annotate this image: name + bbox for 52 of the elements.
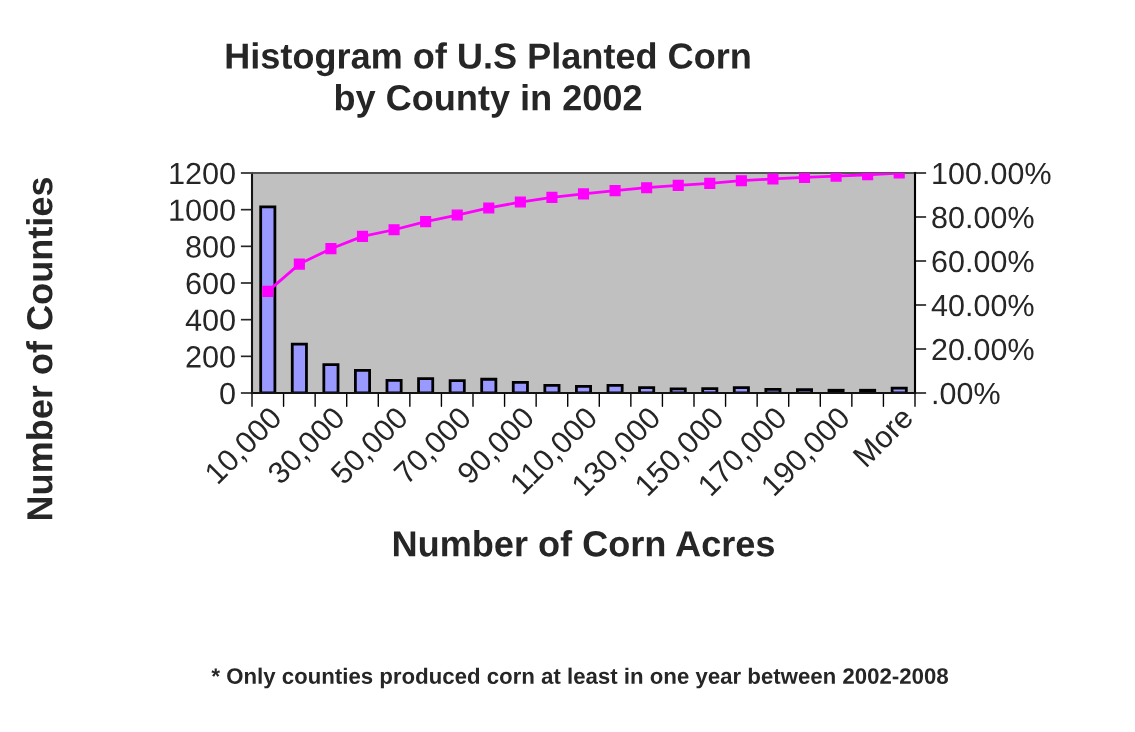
- point: [546, 191, 558, 203]
- y-tick-label: 1200: [170, 162, 235, 185]
- bar: [511, 380, 529, 393]
- y-tick-label: 1000: [170, 199, 235, 222]
- point: [672, 179, 684, 191]
- point: [262, 285, 274, 297]
- point: [420, 216, 432, 228]
- y2-tick-label: 80.00%: [932, 206, 1034, 229]
- bar: [354, 368, 371, 393]
- bar: [259, 205, 277, 393]
- point: [514, 196, 526, 208]
- point: [388, 224, 400, 236]
- point: [704, 177, 716, 189]
- chart-title: Histogram of U.S Planted Corn by County in 2002: [226, 42, 750, 118]
- point: [293, 258, 305, 270]
- y-tick-label: 800: [186, 236, 235, 258]
- bar: [290, 342, 308, 393]
- point: [483, 202, 495, 214]
- bar: [638, 386, 656, 393]
- point: [735, 175, 747, 187]
- bar: [575, 385, 592, 393]
- y2-tick-label: 100.00%: [933, 162, 1051, 185]
- bar: [385, 378, 403, 393]
- bar: [701, 387, 719, 393]
- bar: [796, 388, 813, 393]
- point: [577, 188, 590, 200]
- point: [830, 173, 842, 182]
- y-tick-label: 400: [185, 309, 235, 332]
- bar: [417, 377, 435, 393]
- y2-tick-label: 40.00%: [931, 294, 1034, 317]
- point: [325, 243, 337, 255]
- y-tick-label: 0: [220, 382, 235, 405]
- bar: [606, 383, 624, 393]
- bar: [322, 363, 340, 393]
- y2-tick-label: .00%: [933, 382, 1000, 405]
- point: [451, 209, 463, 221]
- point: [798, 173, 811, 183]
- y2-tick-label: 20.00%: [932, 338, 1034, 361]
- y-tick-label: 200: [186, 346, 235, 368]
- point: [356, 230, 369, 242]
- text: * Only counties produced corn at least in one year between 2002-2008: [211, 667, 948, 689]
- bar: [732, 386, 750, 393]
- bar: [448, 379, 466, 393]
- bar: [543, 383, 561, 393]
- y2-tick-label: 60.00%: [932, 250, 1034, 273]
- point: [767, 173, 779, 185]
- point: [609, 185, 621, 197]
- y-tick-label: 600: [186, 272, 235, 295]
- point: [641, 182, 653, 194]
- bar: [480, 377, 498, 393]
- x-axis-title: Number of Corn Acres: [393, 530, 774, 557]
- y-axis-title: Number of Counties: [26, 177, 53, 520]
